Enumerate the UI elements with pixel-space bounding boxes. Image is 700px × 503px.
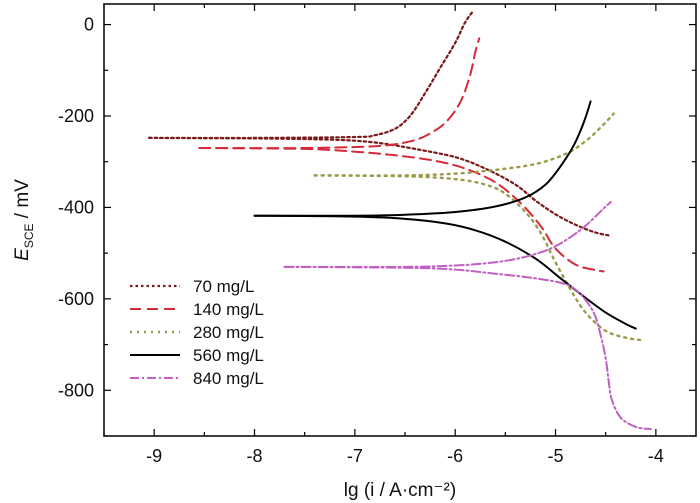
y-tick-label: -600	[58, 289, 94, 309]
series-1-cathodic-curve	[148, 136, 612, 237]
x-tick-label: -6	[447, 446, 463, 466]
legend-label-4: 560 mg/L	[193, 346, 264, 365]
y-tick-label: -400	[58, 197, 94, 217]
y-tick-label: -200	[58, 106, 94, 126]
series-1-anodic-curve	[148, 9, 475, 140]
legend-label-2: 140 mg/L	[193, 300, 264, 319]
series-5-anodic-curve	[283, 200, 612, 268]
series-2-anodic-curve	[198, 37, 481, 150]
series-4-anodic-curve	[253, 100, 592, 217]
y-tick-label: -800	[58, 380, 94, 400]
x-tick-label: -4	[648, 446, 664, 466]
y-tick-label: 0	[84, 15, 94, 35]
x-tick-label: -7	[347, 446, 363, 466]
series-4-cathodic-curve	[253, 214, 637, 330]
x-axis-title: lg (i / A·cm⁻²)	[344, 480, 456, 501]
series-5-cathodic-curve	[283, 265, 652, 431]
plot-frame	[103, 3, 697, 437]
series-3-cathodic-curve	[313, 174, 642, 342]
legend-label-5: 840 mg/L	[193, 369, 264, 388]
x-tick-label: -5	[548, 446, 564, 466]
legend-label-1: 70 mg/L	[193, 277, 254, 296]
legend-label-3: 280 mg/L	[193, 323, 264, 342]
y-axis-title: ESCE / mV	[12, 179, 36, 261]
x-tick-label: -9	[146, 446, 162, 466]
series-3-anodic-curve	[313, 112, 615, 177]
series-2-cathodic-curve	[198, 147, 605, 273]
x-tick-label: -8	[247, 446, 263, 466]
